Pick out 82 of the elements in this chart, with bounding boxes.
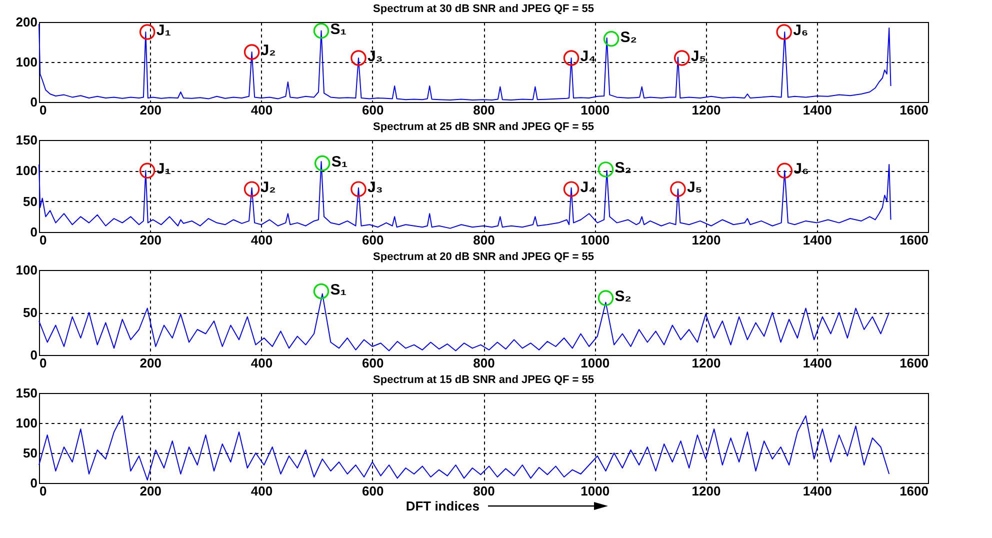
x-tick-label: 1000: [580, 232, 610, 248]
x-tick-label: 1000: [580, 102, 610, 118]
annotation: S₂: [614, 288, 632, 306]
annotation: J₂: [260, 42, 276, 59]
x-tick-label: 0: [40, 232, 47, 248]
point: [776, 24, 792, 40]
y-tick-label: 100: [16, 262, 38, 278]
y-tick-label: 50: [23, 446, 38, 460]
point: [314, 155, 330, 172]
x-tick-label: 1400: [802, 102, 832, 118]
annotation: J₄: [580, 48, 596, 65]
point: [350, 50, 366, 66]
x-tick-label: 1400: [802, 484, 832, 498]
x-tick-label: 0: [40, 356, 47, 370]
x-tick-label: 400: [250, 102, 273, 118]
x-tick-label: 200: [140, 232, 162, 248]
x-tick-label: 1000: [580, 356, 610, 370]
x-axis-title: DFT indices: [406, 498, 480, 514]
point: [674, 50, 690, 66]
annotation: S₁: [330, 281, 346, 298]
annotation: S₂: [620, 28, 637, 46]
x-tick-label: 1200: [692, 356, 721, 370]
x-tick-label: 1000: [580, 484, 610, 498]
x-tick-label: 1400: [802, 232, 832, 248]
x-tick-label: 1600: [900, 484, 928, 498]
point: [670, 181, 686, 197]
x-tick-label: 1200: [692, 232, 721, 248]
point: [244, 181, 260, 197]
y-tick-label: 100: [16, 163, 38, 178]
annotation: S₁: [331, 153, 348, 170]
x-tick-label: 800: [473, 484, 495, 498]
y-tick-label: 100: [16, 54, 38, 70]
point: [139, 24, 156, 40]
annotation: J₆: [793, 22, 808, 39]
point: [244, 44, 260, 60]
point: [563, 50, 580, 66]
x-tick-label: 1600: [900, 356, 928, 370]
x-tick-label: 200: [140, 102, 162, 118]
x-tick-label: 1600: [900, 232, 928, 248]
annotation: J₅: [686, 179, 702, 196]
x-tick-label: 200: [140, 484, 162, 498]
x-tick-label: 600: [362, 232, 384, 248]
x-tick-label: 400: [250, 484, 273, 498]
point: [598, 162, 614, 178]
y-tick-label: 200: [16, 14, 38, 30]
x-tick-label: 600: [362, 484, 384, 498]
point: [313, 22, 330, 39]
chart-title: Spectrum at 15 dB SNR and JPEG QF = 55: [373, 374, 594, 386]
y-tick-label: 150: [16, 386, 38, 400]
x-tick-label: 200: [140, 356, 162, 370]
point: [350, 181, 366, 197]
y-tick-label: 50: [23, 305, 38, 320]
point: [139, 162, 156, 179]
annotation: J₄: [580, 179, 596, 196]
x-tick-label: 600: [362, 356, 384, 370]
point: [563, 181, 580, 197]
chart-title: Spectrum at 25 dB SNR and JPEG QF = 55: [373, 121, 594, 133]
x-tick-label: 1400: [802, 356, 832, 370]
y-tick-label: 150: [16, 132, 38, 148]
annotation: S₁: [330, 20, 346, 38]
x-tick-label: 400: [250, 232, 273, 248]
annotation: J₅: [690, 48, 706, 65]
chart-title: Spectrum at 20 dB SNR and JPEG QF = 55: [373, 251, 594, 263]
x-tick-label: 600: [362, 102, 384, 118]
y-tick-label: 50: [23, 194, 38, 209]
chart-title: Spectrum at 30 dB SNR and JPEG QF = 55: [373, 3, 594, 15]
y-tick-label: 100: [16, 416, 38, 430]
annotation: J₁: [156, 22, 171, 39]
x-tick-label: 1600: [900, 102, 928, 118]
line-series: [38, 24, 892, 100]
x-tick-label: 800: [473, 232, 495, 248]
x-tick-label: 800: [473, 102, 495, 118]
x-tick-label: 1200: [692, 484, 721, 498]
line-series: [38, 415, 890, 480]
point: [776, 162, 793, 179]
x-tick-label: 0: [40, 484, 47, 498]
annotation: J₂: [260, 179, 276, 196]
x-tick-label: 0: [40, 102, 47, 118]
point: [603, 30, 620, 47]
x-tick-label: 400: [250, 356, 273, 370]
x-tick-label: 800: [473, 356, 495, 370]
x-tick-label: 1200: [692, 102, 721, 118]
